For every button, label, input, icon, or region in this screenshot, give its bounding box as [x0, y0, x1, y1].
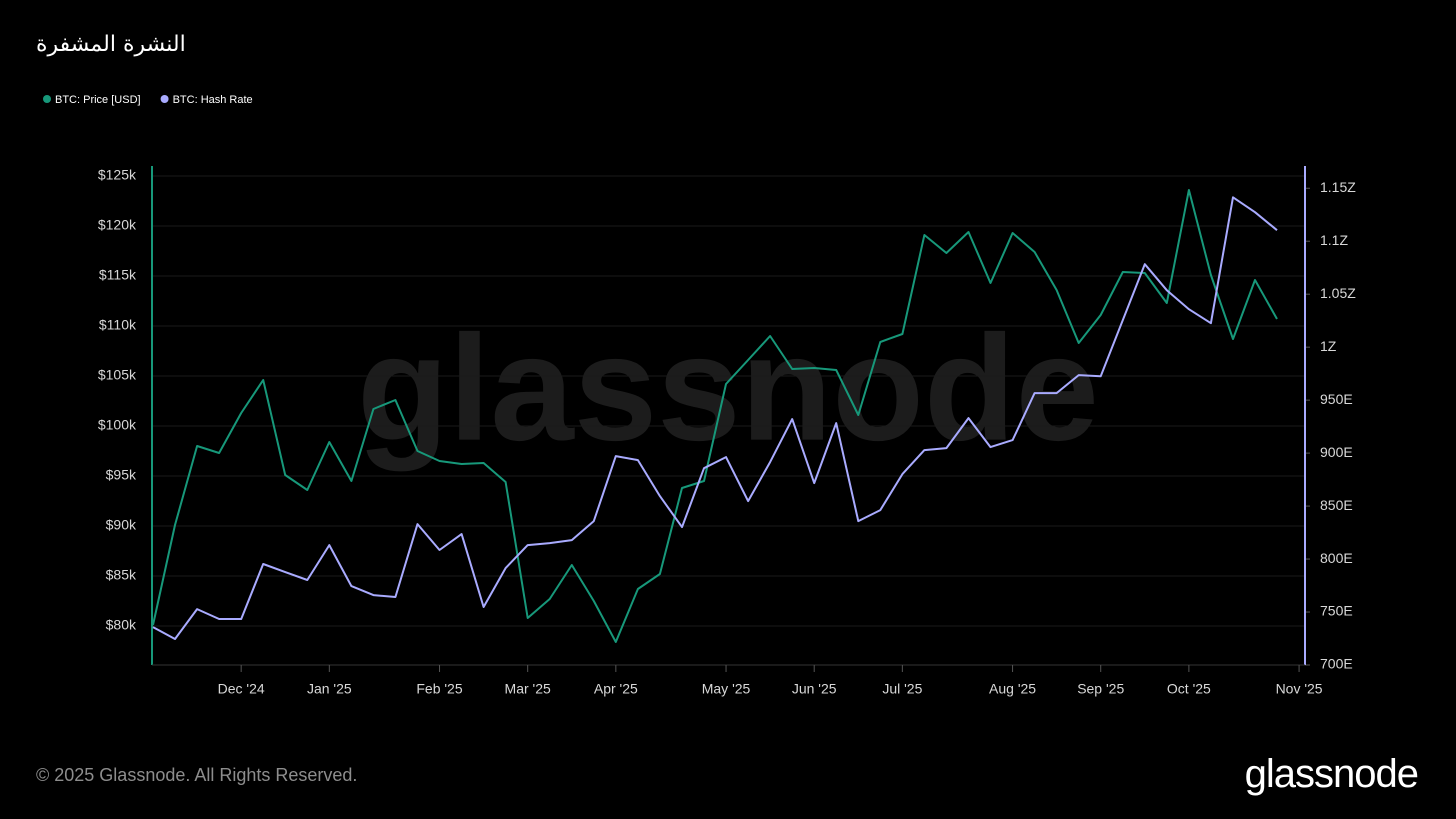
y2-tick-label: 800E — [1320, 550, 1353, 566]
y-tick-label: $90k — [106, 517, 137, 533]
y2-tick-label: 900E — [1320, 444, 1353, 460]
y-tick-label: $105k — [98, 367, 137, 383]
y2-tick-label: 1Z — [1320, 338, 1337, 354]
x-tick-label: Jul '25 — [882, 681, 922, 697]
x-tick-label: Sep '25 — [1077, 681, 1124, 697]
copyright: © 2025 Glassnode. All Rights Reserved. — [36, 765, 358, 785]
logo: glassnode — [1244, 752, 1419, 796]
x-tick-label: Apr '25 — [594, 681, 638, 697]
y2-tick-label: 950E — [1320, 391, 1353, 407]
y-tick-label: $80k — [106, 617, 137, 633]
y2-tick-label: 1.15Z — [1320, 179, 1356, 195]
x-tick-label: Jan '25 — [307, 681, 352, 697]
y-tick-label: $85k — [106, 567, 137, 583]
x-tick-label: Aug '25 — [989, 681, 1036, 697]
y-tick-label: $100k — [98, 417, 137, 433]
chart-title: النشرة المشفرة — [36, 32, 186, 57]
y-tick-label: $110k — [99, 317, 137, 333]
x-tick-label: Mar '25 — [505, 681, 551, 697]
x-tick-label: Oct '25 — [1167, 681, 1211, 697]
y-tick-label: $115k — [99, 267, 137, 283]
x-tick-label: Jun '25 — [792, 681, 837, 697]
x-tick-label: May '25 — [702, 681, 751, 697]
y2-tick-label: 1.05Z — [1320, 285, 1356, 301]
series-line — [152, 189, 1278, 643]
series-line — [152, 196, 1278, 640]
y2-tick-label: 850E — [1320, 497, 1353, 513]
x-tick-label: Feb '25 — [416, 681, 462, 697]
watermark: glassnode — [357, 304, 1099, 472]
x-tick-label: Nov '25 — [1276, 681, 1323, 697]
legend-label: BTC: Price [USD] — [55, 94, 141, 106]
legend-swatch — [160, 95, 169, 103]
y2-tick-label: 700E — [1320, 656, 1353, 672]
y2-tick-label: 750E — [1320, 603, 1353, 619]
y-tick-label: $95k — [106, 467, 137, 483]
y-tick-label: $120k — [98, 217, 137, 233]
legend-label: BTC: Hash Rate — [173, 94, 253, 106]
y-tick-label: $125k — [98, 167, 137, 183]
y2-tick-label: 1.1Z — [1320, 232, 1348, 248]
legend-swatch — [43, 95, 51, 103]
x-tick-label: Dec '24 — [218, 681, 265, 697]
